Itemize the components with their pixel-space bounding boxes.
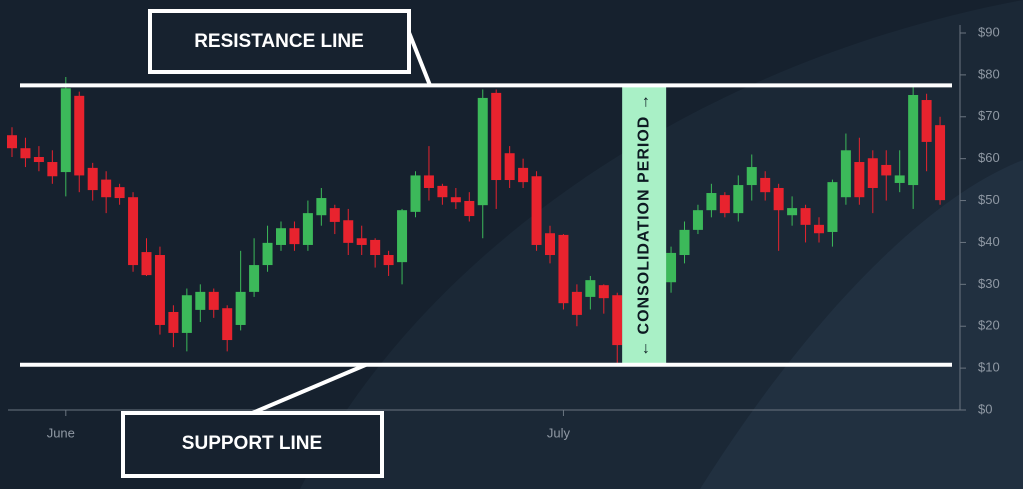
candle-body	[881, 164, 892, 176]
candle-body	[329, 208, 340, 222]
candle-body	[827, 182, 838, 232]
candle-body	[423, 175, 434, 188]
candle-body	[787, 208, 798, 216]
y-tick-label: $0	[978, 401, 992, 416]
support-box	[121, 411, 384, 478]
candle-body	[908, 94, 919, 186]
candle-body	[114, 187, 125, 199]
candle-body	[20, 148, 31, 159]
y-tick-label: $70	[978, 108, 1000, 123]
candle-body	[141, 252, 152, 276]
candle-body	[370, 239, 381, 256]
candle-body	[356, 238, 367, 245]
candle-body	[733, 185, 744, 214]
candle-body	[289, 228, 300, 245]
y-tick-label: $80	[978, 66, 1000, 81]
candle-body	[894, 175, 905, 183]
support-connector	[249, 362, 367, 416]
candle-body	[181, 295, 192, 333]
candle-body	[760, 177, 771, 193]
candle-body	[7, 135, 17, 149]
candle-body	[397, 210, 408, 263]
candle-body	[719, 195, 730, 214]
candle-body	[343, 220, 354, 243]
candle-body	[101, 179, 112, 198]
candle-body	[276, 228, 286, 245]
candle-body	[235, 291, 246, 325]
candle-body	[60, 88, 71, 173]
candle-body	[854, 162, 865, 198]
candle-body	[491, 92, 502, 181]
candle-body	[666, 252, 677, 283]
candle-body	[464, 200, 475, 217]
x-tick-label: July	[547, 425, 571, 440]
resistance-connector	[406, 29, 432, 87]
y-tick-label: $60	[978, 150, 1000, 165]
candle-body	[437, 185, 448, 198]
resistance-label: RESISTANCE LINE	[194, 31, 364, 52]
candle-body	[531, 176, 542, 245]
y-tick-label: $10	[978, 360, 1000, 375]
candle-body	[746, 167, 757, 186]
y-tick-label: $50	[978, 192, 1000, 207]
candle-body	[571, 291, 582, 315]
candle-body	[935, 125, 946, 201]
candle-body	[74, 95, 85, 176]
x-tick-label: June	[47, 425, 75, 440]
candle-body	[249, 265, 260, 292]
candle-body	[302, 213, 313, 245]
candle-body	[840, 150, 851, 198]
candle-body	[612, 295, 623, 346]
candle-body	[410, 175, 421, 212]
support-label: SUPPORT LINE	[182, 433, 322, 454]
candle-body	[814, 224, 824, 234]
candle-body	[598, 285, 609, 299]
candle-body	[450, 197, 461, 203]
candle-body	[262, 242, 273, 266]
candle-body	[921, 100, 932, 142]
candle-body	[222, 308, 233, 341]
resistance-box	[148, 9, 411, 74]
candle-body	[154, 255, 165, 325]
candle-body	[87, 167, 98, 191]
candle-body	[195, 291, 206, 310]
background-swoosh	[700, 160, 1023, 489]
candle-body	[679, 229, 690, 256]
candle-body	[477, 97, 488, 206]
candle-body	[383, 255, 394, 266]
candle-body	[168, 311, 179, 333]
consolidation-label: ← CONSOLIDATION PERIOD →	[635, 93, 652, 357]
consolidation-band	[622, 85, 667, 365]
candle-body	[867, 158, 878, 188]
candle-body	[706, 193, 717, 211]
candle-body	[558, 234, 569, 304]
candle-body	[128, 197, 139, 266]
candle-body	[800, 208, 811, 225]
candle-body	[316, 198, 327, 216]
candle-body	[545, 233, 555, 256]
candle-body	[47, 162, 58, 177]
candle-body	[208, 291, 219, 310]
candle-body	[773, 187, 784, 211]
y-tick-label: $30	[978, 276, 1000, 291]
candle-body	[33, 156, 44, 163]
candle-body	[585, 280, 596, 297]
y-tick-label: $40	[978, 234, 1000, 249]
candle-body	[518, 167, 529, 183]
candle-body	[504, 153, 515, 181]
candle-body	[692, 210, 703, 230]
y-tick-label: $20	[978, 318, 1000, 333]
y-tick-label: $90	[978, 24, 1000, 39]
